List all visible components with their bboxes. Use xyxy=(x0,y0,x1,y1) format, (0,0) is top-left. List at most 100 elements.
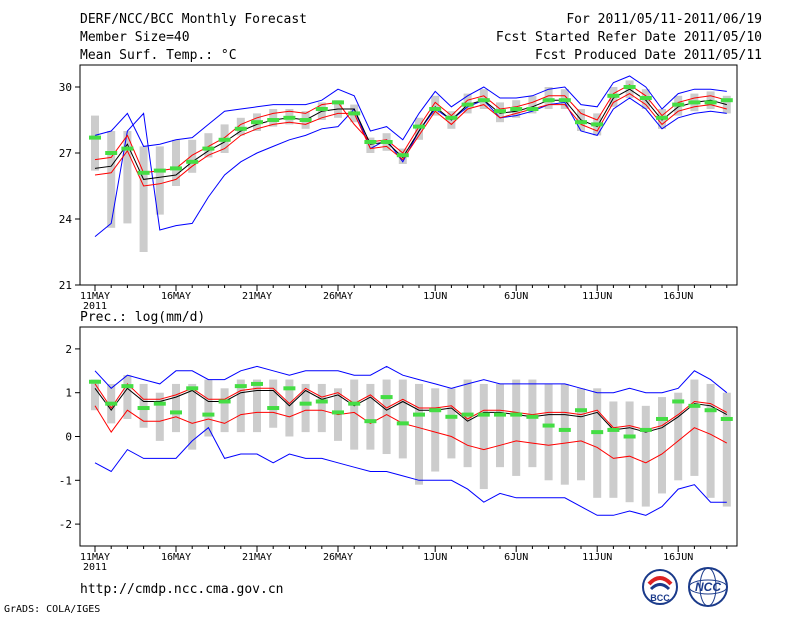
series-p_hi xyxy=(94,84,727,174)
series-p_lo xyxy=(94,93,727,187)
x-tick-label: 11JUN xyxy=(582,291,612,302)
forecast-marker xyxy=(591,122,604,127)
range-box xyxy=(172,383,180,433)
forecast-marker xyxy=(558,427,571,432)
forecast-marker xyxy=(186,386,199,391)
forecast-marker xyxy=(591,430,604,435)
forecast-marker xyxy=(656,416,668,421)
x-tick-label: 11MAY xyxy=(80,291,110,302)
range-box xyxy=(366,383,375,450)
forecast-marker xyxy=(429,107,442,111)
range-box xyxy=(512,379,521,476)
forecast-marker xyxy=(558,98,571,103)
forecast-marker xyxy=(234,384,247,389)
forecast-marker xyxy=(720,98,733,103)
forecast-marker xyxy=(283,115,296,120)
x-tick-label: 16JUN xyxy=(663,291,693,302)
range-box xyxy=(447,388,456,459)
range-box xyxy=(463,379,472,468)
x-tick-label: 1JUN xyxy=(423,291,447,302)
forecast-marker xyxy=(348,401,361,406)
forecast-marker xyxy=(121,146,134,151)
range-box xyxy=(236,117,245,136)
forecast-marker xyxy=(234,126,247,131)
y-tick-label: 27 xyxy=(59,147,72,160)
range-box xyxy=(528,95,537,114)
x-tick-label: 16MAY xyxy=(161,552,191,563)
range-box xyxy=(91,379,99,411)
x-tick-label: 1JUN xyxy=(423,552,447,563)
forecast-marker xyxy=(623,434,636,439)
forecast-marker xyxy=(153,168,166,173)
y-tick-label: -1 xyxy=(59,474,72,487)
forecast-marker xyxy=(121,384,134,389)
series-mean xyxy=(94,88,727,180)
forecast-marker xyxy=(429,408,442,413)
range-box xyxy=(382,379,391,455)
x-tick-label: 26MAY xyxy=(323,291,353,302)
forecast-marker xyxy=(364,140,377,144)
series-max xyxy=(94,97,727,237)
forecast-marker xyxy=(688,100,701,105)
forecast-marker xyxy=(364,419,377,424)
forecast-marker xyxy=(704,100,717,105)
range-box xyxy=(285,379,294,437)
x-tick-label: 26MAY xyxy=(323,552,353,563)
source-url[interactable]: http://cmdp.ncc.cma.gov.cn xyxy=(80,582,284,597)
forecast-marker xyxy=(396,421,409,426)
range-box xyxy=(706,383,715,498)
forecast-marker xyxy=(396,153,409,158)
range-box xyxy=(172,139,180,186)
range-box xyxy=(188,139,197,173)
header-line-2: Member Size=40 xyxy=(80,30,190,45)
forecast-marker xyxy=(607,93,620,98)
forecast-marker xyxy=(704,408,717,413)
header-line-3: Mean Surf. Temp.: °C xyxy=(80,48,237,63)
forecast-marker xyxy=(477,98,490,103)
x-tick-label: 16JUN xyxy=(663,552,693,563)
y-tick-label: 21 xyxy=(59,279,72,292)
forecast-marker xyxy=(688,403,701,408)
forecast-marker xyxy=(526,107,539,111)
range-box xyxy=(560,383,569,485)
series-min_env xyxy=(94,75,727,147)
forecast-marker xyxy=(315,399,328,404)
x-year-label: 2011 xyxy=(83,301,107,312)
forecast-marker xyxy=(299,118,312,122)
series-p_lo xyxy=(94,405,728,464)
forecast-marker xyxy=(461,412,474,417)
y-tick-label: -2 xyxy=(59,518,72,531)
y-tick-label: 0 xyxy=(65,431,72,444)
y-tick-label: 2 xyxy=(65,343,72,356)
forecast-marker xyxy=(218,137,231,142)
range-box xyxy=(155,146,164,215)
range-box xyxy=(188,383,197,450)
forecast-marker xyxy=(623,85,636,89)
forecast-marker xyxy=(656,115,668,120)
forecast-marker xyxy=(170,166,182,171)
forecast-marker xyxy=(137,170,150,175)
forecast-marker xyxy=(575,408,587,413)
forecast-marker xyxy=(137,406,150,411)
header-line-1: DERF/NCC/BCC Monthly Forecast xyxy=(80,12,307,27)
forecast-marker xyxy=(105,401,118,406)
forecast-marker xyxy=(494,412,506,417)
range-box xyxy=(123,375,132,419)
range-box xyxy=(269,109,278,127)
range-box xyxy=(139,146,148,252)
range-box xyxy=(139,383,148,428)
x-tick-label: 11MAY xyxy=(80,552,110,563)
forecast-marker xyxy=(380,395,393,400)
bcc-logo: BCC xyxy=(642,569,678,605)
range-box xyxy=(91,115,99,171)
range-box xyxy=(577,388,585,481)
range-box xyxy=(398,379,407,459)
range-box xyxy=(641,405,650,507)
forecast-marker xyxy=(348,111,361,116)
x-tick-label: 16MAY xyxy=(161,291,191,302)
forecast-marker xyxy=(639,427,652,432)
range-box xyxy=(674,392,683,481)
forecast-marker xyxy=(542,423,555,428)
forecast-marker xyxy=(332,100,344,105)
header-right-3: Fcst Produced Date 2011/05/11 xyxy=(535,48,762,63)
